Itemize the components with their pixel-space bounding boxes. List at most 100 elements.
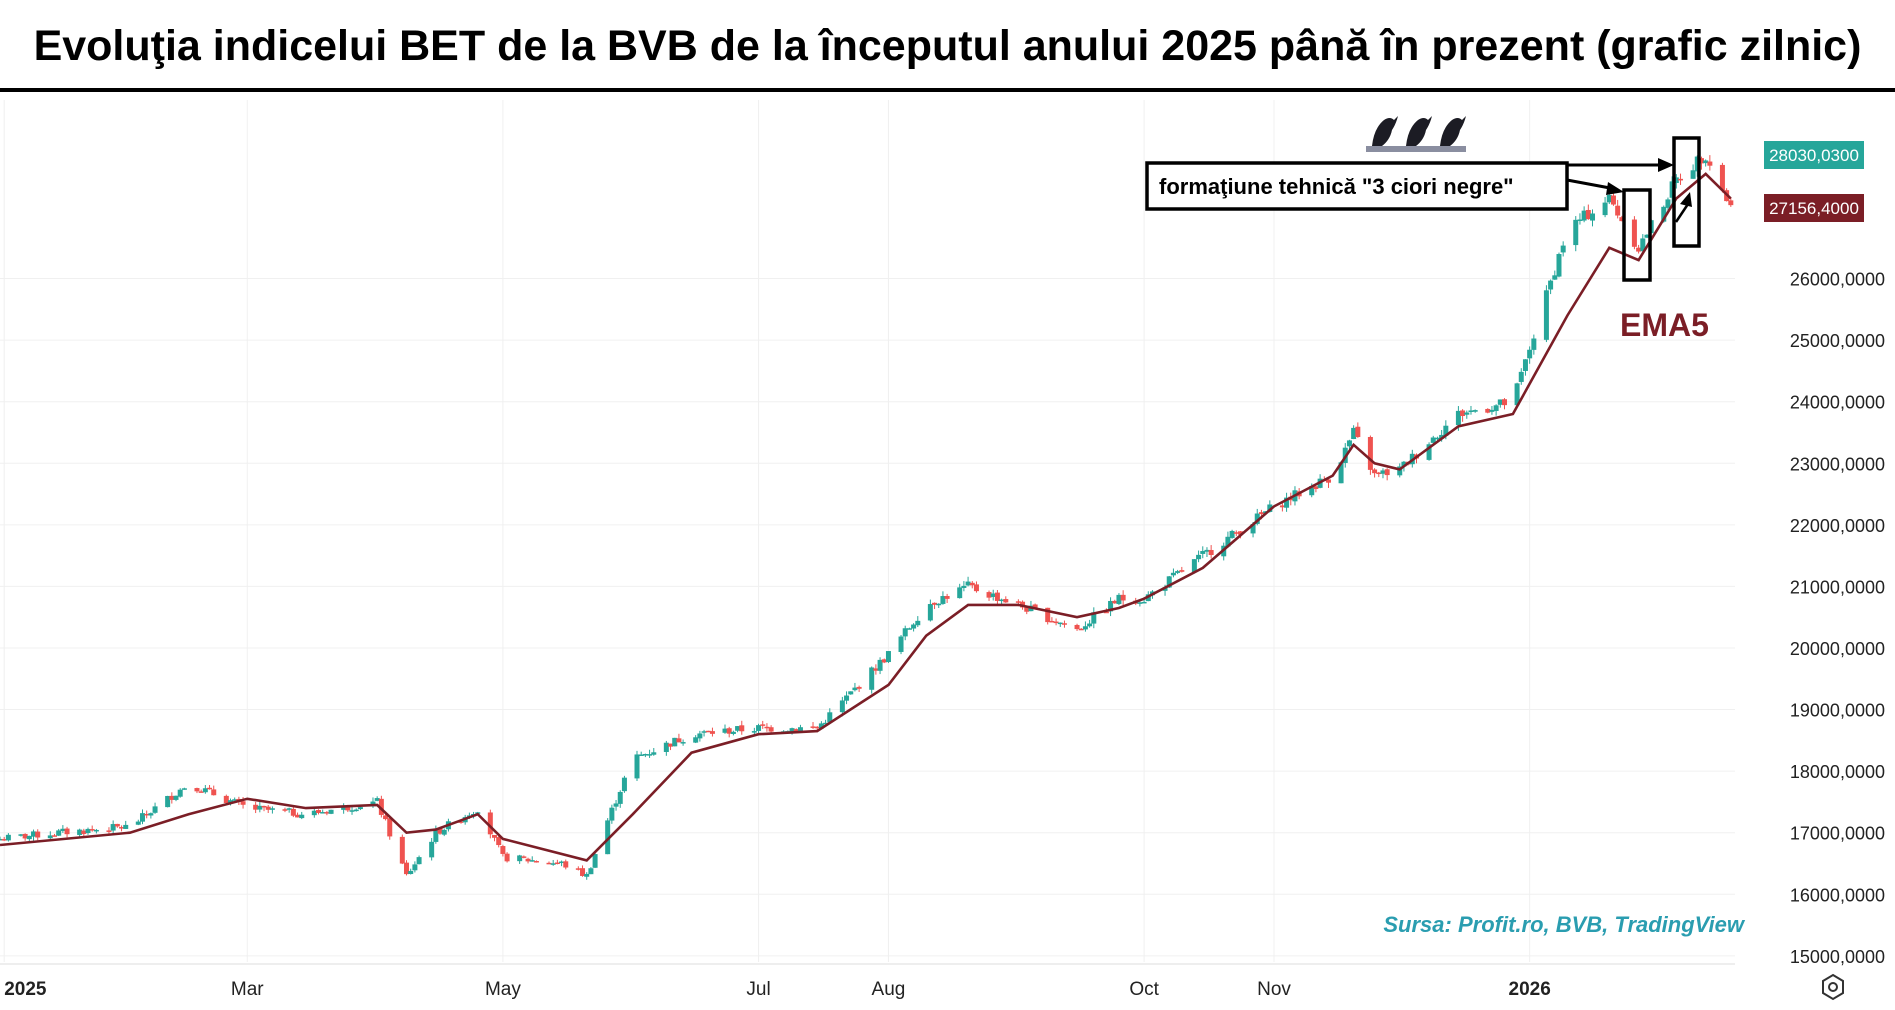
- y-tick-label: 26000,0000: [1790, 270, 1885, 290]
- candle-body: [898, 636, 904, 652]
- candle-body: [554, 862, 560, 865]
- candle-body: [433, 829, 439, 842]
- candle-body: [793, 729, 799, 732]
- candle-body: [764, 726, 770, 729]
- candle-body: [1468, 410, 1474, 412]
- formation-box-2: [1672, 136, 1701, 248]
- candle-body: [1514, 383, 1520, 406]
- candle-body: [1669, 181, 1675, 198]
- candle-body: [739, 725, 745, 732]
- candle-body: [1116, 594, 1122, 605]
- candle-body: [814, 726, 820, 729]
- candle-body: [869, 667, 875, 690]
- candle-body: [1548, 280, 1554, 290]
- candle-body: [701, 731, 707, 733]
- candle-body: [1120, 594, 1126, 601]
- candle-body: [1590, 213, 1596, 221]
- candle-body: [1, 839, 7, 841]
- candle-body: [404, 862, 410, 875]
- candle-body: [1057, 622, 1063, 625]
- candle-body: [1087, 623, 1093, 627]
- candle-body: [1443, 425, 1449, 436]
- candle-body: [827, 712, 833, 723]
- candle-body: [1455, 410, 1461, 426]
- crow-icon: [1366, 116, 1466, 152]
- candle-body: [282, 809, 288, 811]
- chart-svg: 15000,0000 16000,0000 17000,0000 18000,0000…: [0, 100, 1885, 1001]
- candle-body: [760, 724, 766, 726]
- candle-body: [1179, 570, 1185, 572]
- annotation-text: formaţiune tehnică "3 ciori negre": [1159, 174, 1514, 199]
- candle-body: [144, 813, 150, 816]
- candle-body: [1208, 549, 1214, 555]
- candle-body: [1556, 254, 1562, 277]
- x-tick-label: May: [485, 979, 521, 1000]
- candle-body: [165, 795, 171, 808]
- x-tick-label: Oct: [1129, 979, 1159, 1000]
- candle-body: [1698, 158, 1704, 164]
- candle-body: [588, 868, 594, 875]
- candle-body: [51, 835, 57, 837]
- candle-body: [1112, 600, 1118, 604]
- candle-body: [1489, 409, 1495, 412]
- candle-body: [60, 828, 66, 831]
- candle-body: [756, 725, 762, 731]
- candle-body: [1196, 554, 1202, 560]
- candle-body: [1615, 205, 1621, 216]
- candle-body: [1204, 549, 1210, 552]
- candle-body: [990, 593, 996, 597]
- candle-body: [22, 833, 28, 839]
- candle-body: [324, 812, 330, 814]
- candle-body: [651, 752, 657, 755]
- candle-body: [1661, 206, 1667, 222]
- candle-body: [399, 836, 405, 864]
- candle-body: [533, 860, 539, 863]
- ema-line: [0, 172, 1732, 862]
- candle-body: [1032, 604, 1038, 609]
- x-tick-label: Aug: [872, 979, 906, 1000]
- candle-body: [35, 831, 41, 838]
- candle-body: [123, 824, 129, 829]
- candle-body: [994, 592, 1000, 601]
- candle-body: [1258, 512, 1264, 515]
- candle-body: [986, 592, 992, 598]
- candle-body: [999, 599, 1005, 602]
- candle-body: [316, 810, 322, 813]
- candle-body: [940, 596, 946, 604]
- candle-body: [177, 789, 183, 797]
- x-tick-label: Nov: [1257, 979, 1291, 1000]
- candle-body: [1401, 461, 1407, 467]
- candle-body: [735, 726, 741, 731]
- candle-body: [730, 731, 736, 734]
- y-tick-label: 18000,0000: [1790, 762, 1885, 782]
- candle-body: [223, 795, 229, 804]
- candle-body: [592, 854, 598, 868]
- candle-body: [810, 726, 816, 728]
- candle-body: [500, 846, 506, 854]
- gear-icon[interactable]: [1822, 973, 1844, 1001]
- candle-body: [1367, 436, 1373, 470]
- candle-body: [1166, 576, 1172, 588]
- y-tick-label: 25000,0000: [1790, 331, 1885, 351]
- candle-body: [1137, 602, 1143, 604]
- candle-body: [1460, 410, 1466, 417]
- candle-body: [873, 668, 879, 671]
- candle-body: [81, 830, 87, 834]
- candle-body: [257, 805, 263, 810]
- candle-body: [1078, 628, 1084, 631]
- candle-body: [1531, 338, 1537, 350]
- candle-body: [1619, 217, 1625, 222]
- candle-body: [487, 812, 493, 835]
- annotation-box: [1145, 161, 1569, 211]
- candle-body: [1284, 497, 1290, 508]
- candle-body: [341, 805, 347, 810]
- candle-body: [1074, 624, 1080, 630]
- candle-body: [1191, 559, 1197, 573]
- candle-body: [1313, 486, 1319, 490]
- candle-body: [269, 808, 275, 810]
- candle-body: [1141, 601, 1147, 604]
- candle-body: [1644, 234, 1650, 238]
- candle-body: [789, 728, 795, 732]
- candle-body: [114, 823, 120, 827]
- candle-body: [169, 795, 175, 800]
